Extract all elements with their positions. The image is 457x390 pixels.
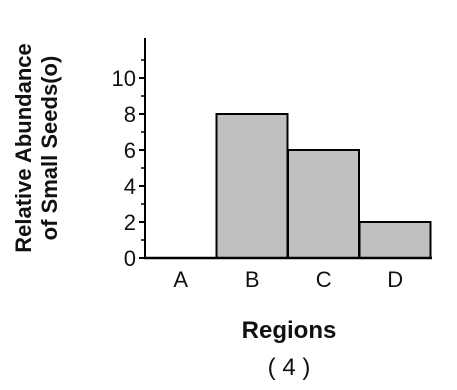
y-tick-label-2: 2 [124,210,136,235]
y-tick-label-0: 0 [124,246,136,271]
y-tick-label-10: 10 [112,66,136,91]
x-ticks-group: A B C D [173,267,403,292]
bar-d [358,221,432,259]
x-tick-label-b: B [245,267,260,292]
y-axis-label-line2-text: of Small Seeds( [37,76,62,241]
bars-group [215,113,432,259]
x-axis-label: Regions [242,317,337,344]
y-axis-label-line2-end: ) [37,56,62,63]
bar-b [215,113,289,259]
x-tick-label-c: C [316,267,332,292]
y-ticks-group: 0 2 4 6 8 10 [112,59,145,271]
seed-symbol: o [37,63,62,76]
x-tick-label-d: D [387,267,403,292]
y-tick-label-6: 6 [124,138,136,163]
x-tick-label-a: A [173,267,188,292]
y-tick-label-8: 8 [124,102,136,127]
y-axis-label-line1: Relative Abundance [11,43,36,252]
y-axis-label-line2: of Small Seeds(o) [37,56,62,241]
figure-number: ( 4 ) [268,354,311,381]
bar-c [287,149,360,259]
y-axis-label: Relative Abundance of Small Seeds(o) [11,43,62,252]
y-tick-label-4: 4 [124,174,136,199]
